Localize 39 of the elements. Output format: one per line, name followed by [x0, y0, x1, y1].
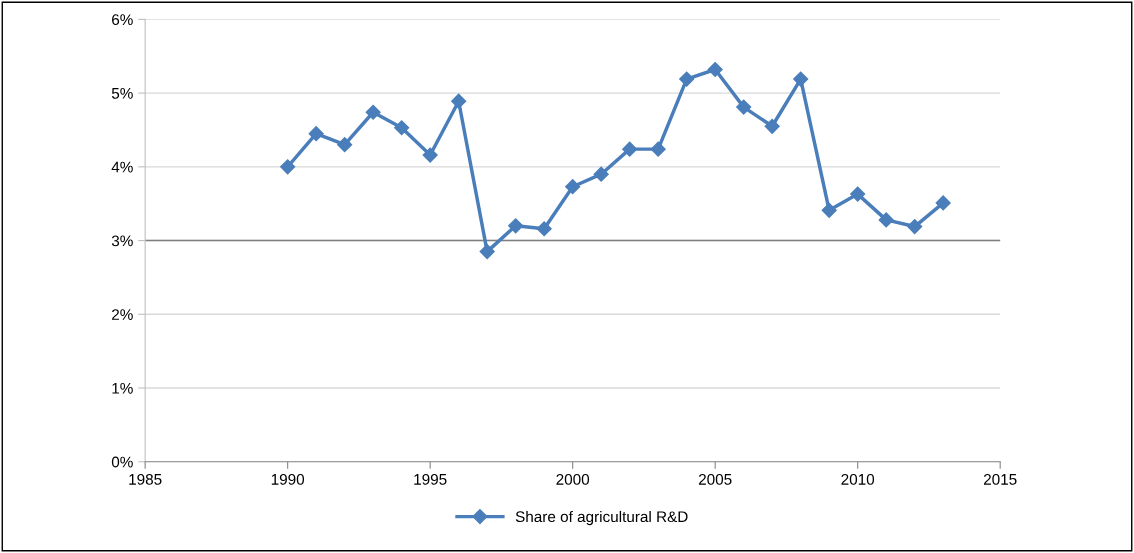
point — [565, 179, 581, 195]
x-tick-label: 1990 — [271, 473, 305, 485]
point — [878, 212, 894, 228]
point — [679, 71, 695, 87]
y-tick-label: 2% — [112, 309, 133, 320]
x-tick-label: 2000 — [556, 473, 590, 485]
point — [337, 137, 353, 153]
y-tick-label: 6% — [112, 14, 133, 26]
point — [508, 218, 524, 234]
x-tick-label: 1995 — [414, 473, 447, 485]
y-tick-label: 5% — [111, 88, 133, 99]
x-tick-label: 2010 — [841, 473, 875, 485]
point — [707, 61, 723, 78]
point — [394, 120, 410, 136]
point — [850, 186, 866, 202]
point — [736, 99, 752, 115]
point — [308, 126, 324, 142]
point — [764, 118, 780, 134]
y-tick-label: 0% — [111, 456, 133, 468]
point — [536, 221, 552, 237]
x-tick-label: 2005 — [698, 473, 732, 485]
point — [622, 141, 638, 157]
point — [479, 244, 495, 260]
point — [422, 147, 438, 163]
point — [451, 93, 467, 109]
point — [793, 71, 809, 87]
x-tick-label: 1985 — [129, 473, 162, 485]
legend-label: Share of agricultural R&D — [515, 510, 688, 526]
point — [593, 166, 609, 182]
point — [280, 159, 296, 175]
point — [365, 104, 381, 120]
point — [907, 218, 923, 235]
y-tick-label: 4% — [111, 161, 133, 173]
y-tick-label: 3% — [111, 235, 133, 247]
x-tick-label: 2015 — [983, 473, 1017, 485]
point — [650, 141, 666, 157]
point — [935, 195, 951, 211]
y-tick-label: 1% — [112, 382, 133, 394]
point — [821, 202, 837, 218]
